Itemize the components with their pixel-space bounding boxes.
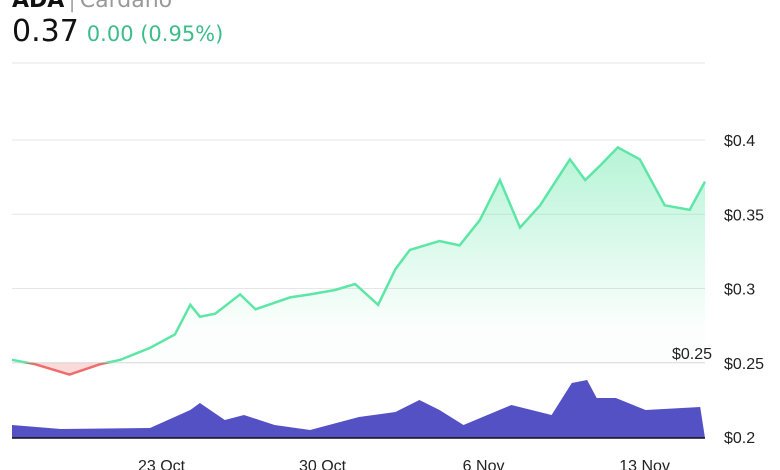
title-separator: |: [68, 0, 76, 13]
y-tick-label: $0.2: [724, 430, 755, 447]
price-area-down: [28, 363, 106, 375]
y-tick-label: $0.3: [724, 282, 755, 299]
asset-symbol: ADA: [12, 0, 65, 13]
price-change: 0.00 (0.95%): [86, 22, 224, 46]
x-tick-label: 23 Oct: [138, 458, 186, 470]
x-tick-label: 13 Nov: [619, 458, 670, 470]
x-tick-label: 30 Oct: [299, 458, 347, 470]
y-tick-label: $0.35: [724, 207, 764, 224]
price-area-up: [12, 147, 705, 363]
asset-title: ADA | Cardano: [12, 0, 172, 13]
y-tick-label: $0.25: [724, 356, 764, 373]
y-tick-label: $0.4: [724, 133, 755, 150]
asset-name: Cardano: [79, 0, 173, 13]
current-price: 0.37: [12, 14, 79, 49]
volume-area: [12, 380, 705, 438]
baseline-label: $0.25: [672, 346, 712, 363]
x-tick-label: 6 Nov: [463, 458, 505, 470]
price-row: 0.37 0.00 (0.95%): [12, 14, 223, 49]
